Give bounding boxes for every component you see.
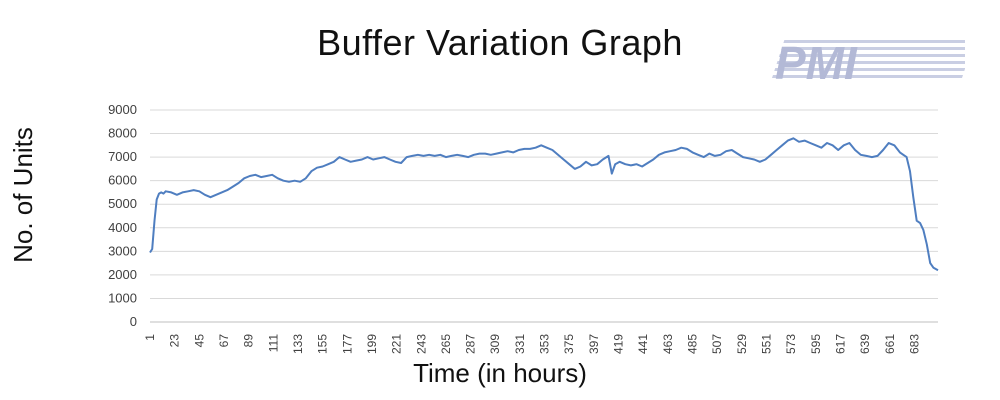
x-tick-label: 243 [414,334,428,354]
x-tick-label: 177 [340,334,354,354]
x-tick-label: 419 [612,334,626,354]
y-tick-label: 4000 [108,220,137,235]
y-tick-label: 5000 [108,196,137,211]
y-tick-labels: 0 1000 2000 3000 4000 5000 6000 7000 8000 9000 [108,102,137,329]
chart-title: Buffer Variation Graph [317,22,683,63]
y-tick-label: 1000 [108,290,137,305]
y-tick-label: 2000 [108,267,137,282]
x-tick-label: 287 [464,334,478,354]
x-tick-label: 529 [735,334,749,354]
x-tick-labels: 1 23 45 67 89 111 133 155 177 199 221 243 265 287 309 3… [143,334,921,354]
svg-text:PMI: PMI [775,38,858,83]
x-tick-label: 353 [538,334,552,354]
x-tick-label: 1 [143,334,157,341]
x-tick-label: 551 [760,334,774,354]
pmi-logo: PMI [772,38,965,83]
x-tick-label: 683 [907,334,921,354]
x-tick-label: 397 [587,334,601,354]
grid-lines [150,109,938,323]
x-tick-label: 111 [266,334,280,353]
y-tick-label: 7000 [108,149,137,164]
x-tick-label: 221 [390,334,404,354]
x-tick-label: 265 [439,334,453,354]
x-tick-label: 595 [809,334,823,354]
x-tick-label: 507 [710,334,724,354]
x-tick-label: 639 [858,334,872,354]
x-tick-label: 23 [168,334,182,348]
x-tick-label: 485 [686,334,700,354]
x-tick-label: 45 [192,334,206,348]
series-line [149,137,939,272]
x-tick-label: 133 [291,334,305,354]
x-tick-label: 67 [217,334,231,348]
y-tick-label: 8000 [108,126,137,141]
x-tick-label: 661 [883,334,897,354]
x-tick-label: 331 [513,334,527,354]
x-tick-label: 199 [365,334,379,354]
series-layer [149,137,939,272]
x-tick-label: 617 [833,334,847,354]
x-tick-label: 155 [316,334,330,354]
y-tick-label: 6000 [108,173,137,188]
x-tick-label: 309 [488,334,502,354]
y-tick-label: 9000 [108,102,137,117]
x-axis-label: Time (in hours) [413,358,587,388]
x-tick-label: 463 [661,334,675,354]
x-tick-label: 573 [784,334,798,354]
y-tick-label: 0 [130,314,137,329]
y-tick-label: 3000 [108,243,137,258]
x-tick-label: 441 [636,334,650,354]
x-tick-label: 375 [562,334,576,354]
x-tick-label: 89 [242,334,256,348]
